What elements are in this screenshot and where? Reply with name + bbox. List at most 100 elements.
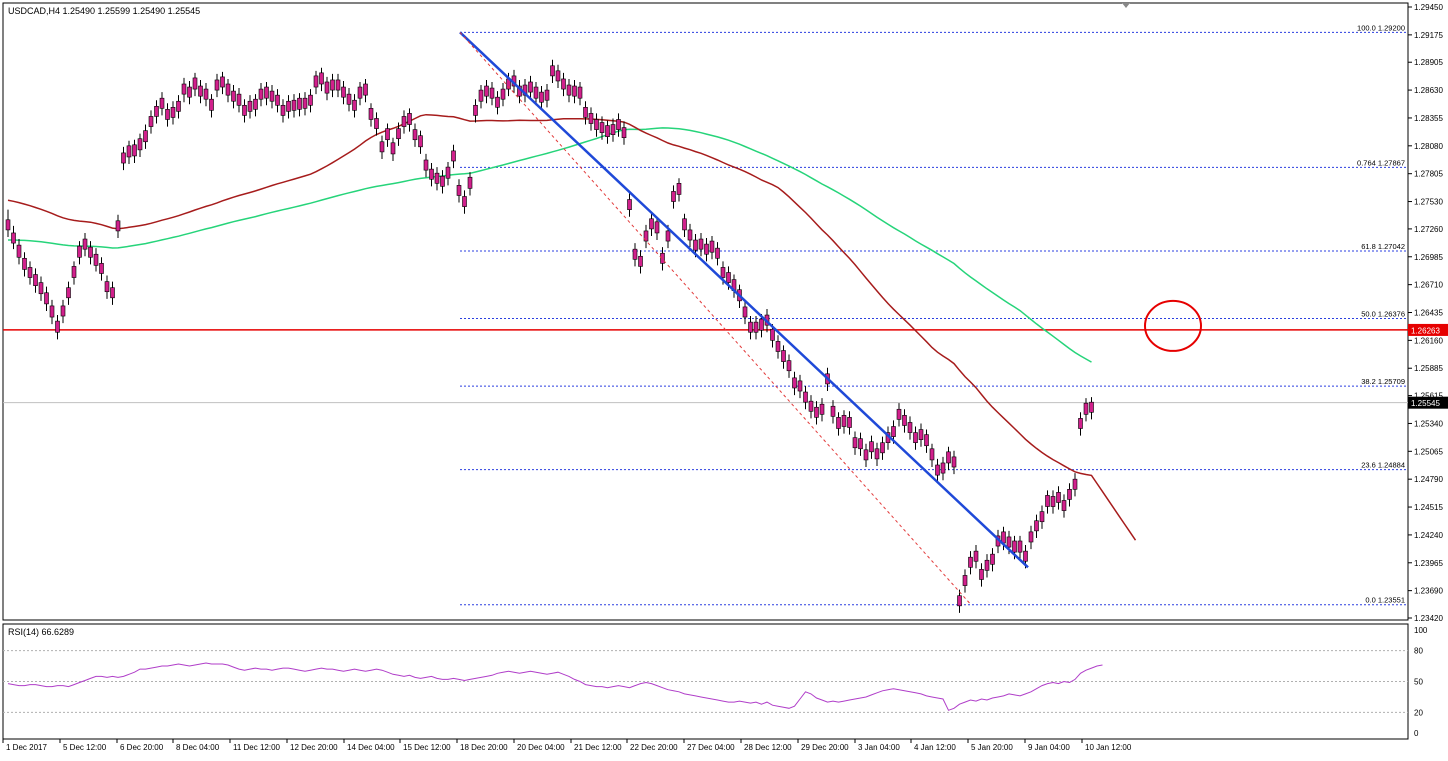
rsi-line <box>7 662 1103 711</box>
time-tick-label: 12 Dec 20:00 <box>290 743 338 752</box>
main-panel-border <box>2 2 1409 621</box>
drawings-layer <box>459 31 1202 606</box>
candle-body <box>638 255 643 267</box>
candle-body <box>247 100 253 112</box>
grid-layer: 100.0 1.29200 0.764 1.27867 61.8 1.27042 50… <box>3 23 1408 606</box>
candle-body <box>687 229 693 241</box>
rsi-tick-label: 20 <box>1414 708 1423 717</box>
candle-body <box>495 96 500 108</box>
time-tick-label: 9 Jan 04:00 <box>1028 743 1070 752</box>
candle-body <box>775 341 781 352</box>
candle-body <box>60 305 66 317</box>
candle-body <box>385 128 390 141</box>
rsi-tick-label: 80 <box>1414 647 1423 656</box>
price-tick-label: 1.25340 <box>1414 419 1443 428</box>
candle-body <box>753 321 759 333</box>
candle-body <box>1067 489 1072 500</box>
candle-body <box>181 83 187 95</box>
candle-body <box>797 380 803 392</box>
time-tick-label: 10 Jan 12:00 <box>1085 743 1132 752</box>
fib-level-label: 38.2 1.25709 <box>1361 377 1405 386</box>
candle-body <box>88 246 93 258</box>
candle-body <box>533 86 539 99</box>
candle-body <box>55 320 60 333</box>
candle-body <box>231 90 236 102</box>
candle-body <box>891 426 896 437</box>
scroll-marker-icon[interactable] <box>1122 3 1130 8</box>
candle-body <box>489 87 495 99</box>
candle-body <box>539 91 544 103</box>
candle-body <box>379 141 385 153</box>
candle-body <box>440 175 445 187</box>
candle-body <box>99 263 104 274</box>
candle-body <box>121 152 126 164</box>
candle-body <box>280 104 286 116</box>
candle-body <box>115 220 121 232</box>
time-tick-label: 22 Dec 20:00 <box>630 743 678 752</box>
candle-body <box>704 243 709 255</box>
candle-body <box>836 417 841 429</box>
candle-body <box>434 172 440 184</box>
candle-body <box>1061 500 1067 511</box>
candle-body <box>577 86 583 99</box>
rsi-tick-label: 100 <box>1414 626 1428 635</box>
candle-body <box>77 245 82 258</box>
price-tick-label: 1.26985 <box>1414 253 1443 262</box>
candle-body <box>946 451 951 464</box>
candle-body <box>858 438 863 450</box>
candle-body <box>330 79 335 91</box>
candle-body <box>341 86 346 98</box>
candle-body <box>176 100 181 112</box>
symbol-header: USDCAD,H4 1.25490 1.25599 1.25490 1.2554… <box>8 6 200 16</box>
candle-body <box>165 109 170 120</box>
candle-body <box>693 239 698 251</box>
candle-body <box>132 144 137 157</box>
candle-body <box>374 118 379 129</box>
candle-body <box>401 116 407 127</box>
candle-body <box>143 130 148 143</box>
candle-body <box>781 350 786 362</box>
candle-body <box>38 282 44 295</box>
time-tick-label: 5 Jan 20:00 <box>971 743 1013 752</box>
candle-body <box>830 405 836 417</box>
candle-body <box>275 94 280 106</box>
fib-diagonal-line <box>459 31 972 606</box>
candle-body <box>22 257 27 270</box>
candle-body <box>544 89 550 101</box>
candle-body <box>852 437 858 449</box>
price-tick-label: 1.26160 <box>1414 336 1443 345</box>
candle-body <box>209 98 214 111</box>
price-tick-label: 1.27260 <box>1414 225 1443 234</box>
fib-level-label: 23.6 1.24884 <box>1361 461 1405 470</box>
highlight-circle <box>1144 299 1202 352</box>
time-tick-label: 6 Dec 20:00 <box>120 743 164 752</box>
candle-body <box>698 238 704 250</box>
sma-red-line <box>7 113 1137 541</box>
candle-body <box>770 328 775 341</box>
time-tick-label: 21 Dec 12:00 <box>574 743 622 752</box>
candle-body <box>940 462 946 474</box>
candle-body <box>786 360 792 372</box>
time-tick-label: 1 Dec 2017 <box>6 743 47 752</box>
candle-body <box>792 377 797 389</box>
fib-level-label: 50.0 1.26376 <box>1361 309 1405 318</box>
candle-body <box>319 72 324 85</box>
price-tick-label: 1.29450 <box>1414 3 1443 12</box>
candle-body <box>660 252 665 264</box>
candle-body <box>918 429 924 440</box>
current-price-label: 1.25545 <box>1411 399 1440 408</box>
candle-body <box>44 292 49 305</box>
candle-body <box>748 321 753 333</box>
candle-body <box>82 238 88 250</box>
candle-body <box>715 247 720 259</box>
candle-body <box>269 90 275 102</box>
candle-body <box>462 196 467 207</box>
sma-green-line <box>8 127 1092 363</box>
candle-body <box>467 176 473 189</box>
candle-body <box>302 97 308 109</box>
candle-body <box>880 442 885 454</box>
price-axis: 1.29450 1.29175 1.28905 1.28630 1.28355 1.280… <box>1408 3 1448 623</box>
candle-body <box>561 78 566 90</box>
